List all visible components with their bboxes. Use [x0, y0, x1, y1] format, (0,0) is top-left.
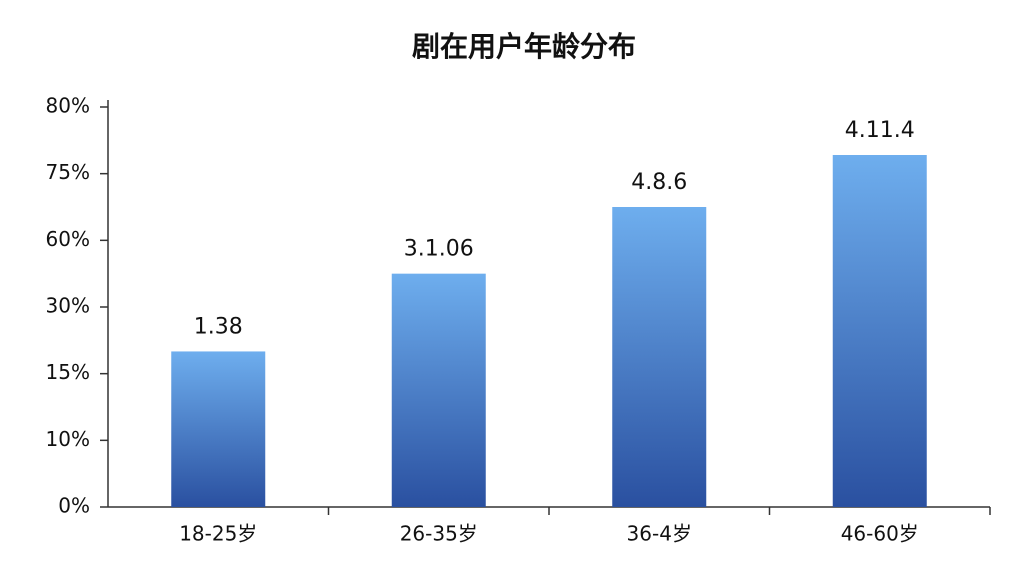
value-label: 1.38	[194, 314, 243, 339]
bar	[171, 351, 266, 507]
y-tick-label: 10%	[46, 427, 90, 451]
value-label: 4.11.4	[845, 118, 915, 143]
y-tick-label: 15%	[46, 360, 90, 384]
y-tick-label: 60%	[46, 227, 90, 251]
x-tick-label: 26-35岁	[400, 522, 478, 546]
bar	[832, 155, 927, 507]
value-label: 3.1.06	[404, 237, 474, 262]
y-tick-label: 30%	[46, 294, 90, 318]
y-tick-label: 0%	[58, 494, 90, 518]
bar	[612, 207, 707, 507]
bar	[391, 273, 486, 507]
x-tick-label: 36-4岁	[627, 522, 692, 546]
value-label: 4.8.6	[631, 170, 687, 195]
y-tick-label: 75%	[46, 160, 90, 184]
x-tick-label: 18-25岁	[179, 522, 257, 546]
y-tick-label: 80%	[46, 94, 90, 118]
x-tick-label: 46-60岁	[841, 522, 919, 546]
chart-title: 剧在用户年龄分布	[412, 30, 636, 63]
